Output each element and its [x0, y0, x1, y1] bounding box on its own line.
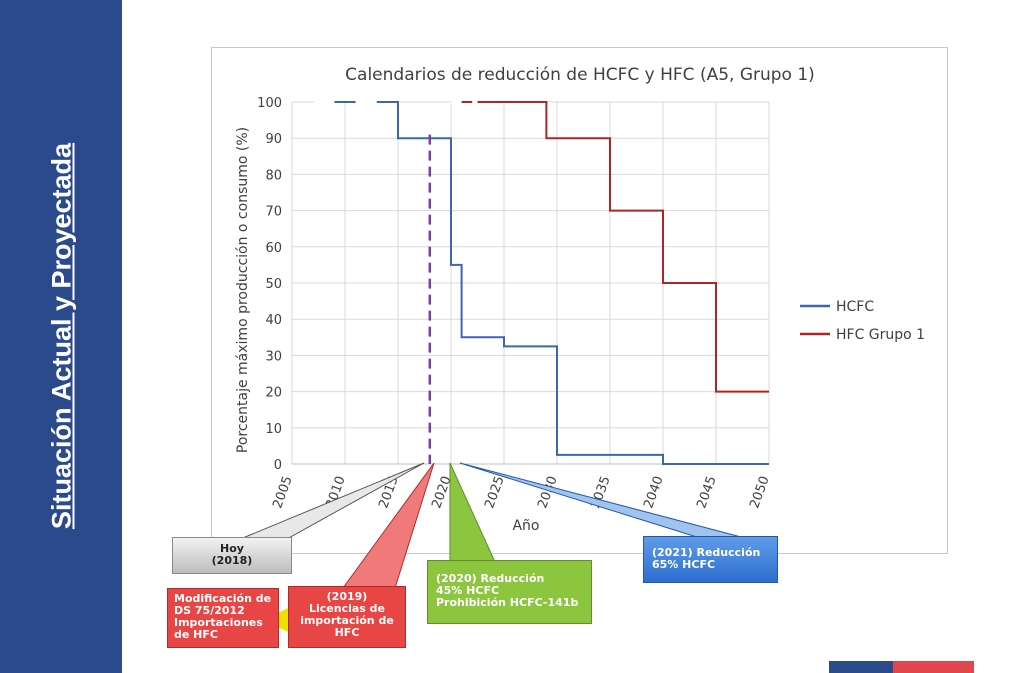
x-tick-label: 2035 — [588, 474, 613, 510]
callout-modificacion-line2: DS 75/2012 — [174, 604, 245, 617]
callout-licencias: (2019) Licencias de importación de HFC — [288, 586, 406, 648]
callout-hoy: Hoy (2018) — [172, 537, 292, 574]
callout-licencias-line1: (2019) — [326, 590, 368, 603]
x-tick-label: 2030 — [535, 474, 560, 510]
brand-bar-blue — [829, 661, 893, 673]
callout-licencias-line4: HFC — [334, 626, 360, 639]
callout-modificacion-line4: de HFC — [174, 628, 218, 641]
x-tick-label: 2015 — [376, 474, 401, 510]
y-tick-label: 100 — [257, 96, 282, 111]
callout-licencias-line2: Licencias de — [308, 602, 386, 615]
y-tick-label: 80 — [265, 168, 282, 183]
callout-reduccion65-line2: 65% HCFC — [652, 558, 716, 571]
x-tick-label: 2050 — [747, 474, 772, 510]
y-tick-label: 90 — [265, 132, 282, 147]
y-axis-label: Porcentaje máximo producción o consumo (… — [235, 127, 251, 453]
chart: Calendarios de reducción de HCFC y HFC (… — [235, 65, 925, 534]
callout-modificacion-line1: Modificación de — [174, 592, 272, 605]
series-line-0 — [313, 101, 769, 465]
y-tick-label: 50 — [265, 277, 282, 292]
sidebar-title: Situación Actual y Proyectada — [46, 142, 77, 530]
y-tick-label: 10 — [265, 422, 282, 437]
callout-reduccion45: (2020) Reducción 45% HCFC Prohibición HC… — [427, 560, 592, 624]
callout-reduccion65-line1: (2021) Reducción — [652, 546, 761, 559]
y-axis-ticks: 0 10 20 30 40 50 60 70 80 90 100 — [257, 96, 282, 473]
legend-label: HFC Grupo 1 — [836, 327, 925, 343]
callout-reduccion45-line2: 45% HCFC — [436, 584, 500, 597]
callout-hoy-line2: (2018) — [211, 554, 253, 567]
brand-bar — [829, 661, 974, 673]
callout-hoy-line1: Hoy — [220, 542, 244, 555]
y-tick-label: 70 — [265, 205, 282, 220]
chart-series — [313, 100, 769, 465]
y-tick-label: 30 — [265, 349, 282, 364]
callout-reduccion45-line3: Prohibición HCFC-141b — [436, 596, 579, 609]
sidebar: Situación Actual y Proyectada — [0, 0, 122, 673]
y-tick-label: 60 — [265, 241, 282, 256]
callout-modificacion-line3: Importaciones — [174, 616, 263, 629]
y-tick-label: 40 — [265, 313, 282, 328]
x-tick-label: 2025 — [482, 474, 507, 510]
x-tick-label: 2040 — [641, 474, 666, 510]
callout-reduccion65: (2021) Reducción 65% HCFC — [643, 536, 778, 583]
x-tick-label: 2010 — [323, 474, 348, 510]
callout-reduccion45-line1: (2020) Reducción — [436, 572, 545, 585]
legend-label: HCFC — [836, 299, 874, 315]
callout-licencias-line3: importación de — [300, 614, 394, 627]
chart-frame: Calendarios de reducción de HCFC y HFC (… — [211, 47, 948, 554]
chart-title: Calendarios de reducción de HCFC y HFC (… — [345, 65, 815, 85]
chart-legend: HCFC HFC Grupo 1 — [800, 299, 925, 343]
x-tick-label: 2020 — [429, 474, 454, 510]
x-tick-label: 2045 — [694, 474, 719, 510]
y-tick-label: 0 — [274, 458, 282, 473]
brand-bar-red — [893, 661, 974, 673]
x-tick-label: 2005 — [270, 474, 295, 510]
x-axis-ticks: 2005 2010 2015 2020 2025 2030 2035 2040 2045 2050 — [270, 474, 772, 510]
series-line-1 — [451, 101, 769, 393]
y-tick-label: 20 — [265, 386, 282, 401]
callout-modificacion: Modificación de DS 75/2012 Importaciones… — [167, 588, 279, 648]
x-axis-label: Año — [512, 518, 539, 534]
